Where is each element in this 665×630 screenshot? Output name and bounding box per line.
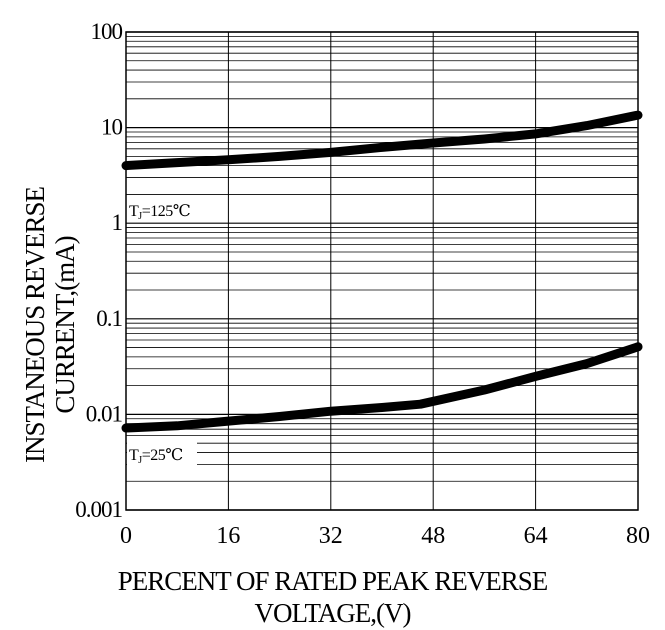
series-line-1 (121, 110, 643, 171)
y-tick-label: 10 (101, 115, 123, 140)
y-tick-label: 0.001 (75, 497, 122, 522)
x-tick-label: 48 (421, 523, 445, 549)
x-tick-label: 16 (216, 523, 240, 549)
x-axis-title-line-1: PERCENT OF RATED PEAK REVERSE (117, 566, 549, 596)
y-tick-label: 0.01 (86, 401, 123, 426)
series-line-2 (121, 342, 643, 433)
x-tick-label: 32 (319, 523, 343, 549)
x-axis-title-line-2: VOLTAGE,(V) (254, 598, 411, 628)
plot-frame (125, 31, 639, 511)
series-layer (121, 110, 643, 433)
temperature-annotation-2: TJ=25℃ (129, 447, 183, 466)
minor-gridlines (126, 35, 638, 482)
x-tick-label: 64 (524, 523, 548, 549)
major-gridlines (125, 31, 639, 511)
y-axis-title-line-1: INSTANEOUS REVERSE (20, 186, 50, 463)
annotation-background (127, 442, 197, 466)
y-axis-title-line-2: CURRENT,(mA) (50, 236, 80, 413)
y-axis-title: INSTANEOUS REVERSE CURRENT,(mA) (20, 186, 80, 463)
y-tick-label: 0.1 (96, 306, 122, 331)
y-tick-label: 1 (112, 210, 123, 235)
y-tick-label: 100 (91, 19, 123, 44)
annotation-background (127, 198, 197, 222)
temperature-annotation-1: TJ=125℃ (129, 203, 190, 222)
x-tick-label: 80 (626, 523, 650, 549)
tick-labels: 0 16 32 48 64 80 0.001 0.01 0.1 1 10 100 (75, 19, 650, 549)
annotations: TJ=125℃ TJ=25℃ (127, 198, 197, 466)
x-tick-label: 0 (120, 523, 132, 549)
